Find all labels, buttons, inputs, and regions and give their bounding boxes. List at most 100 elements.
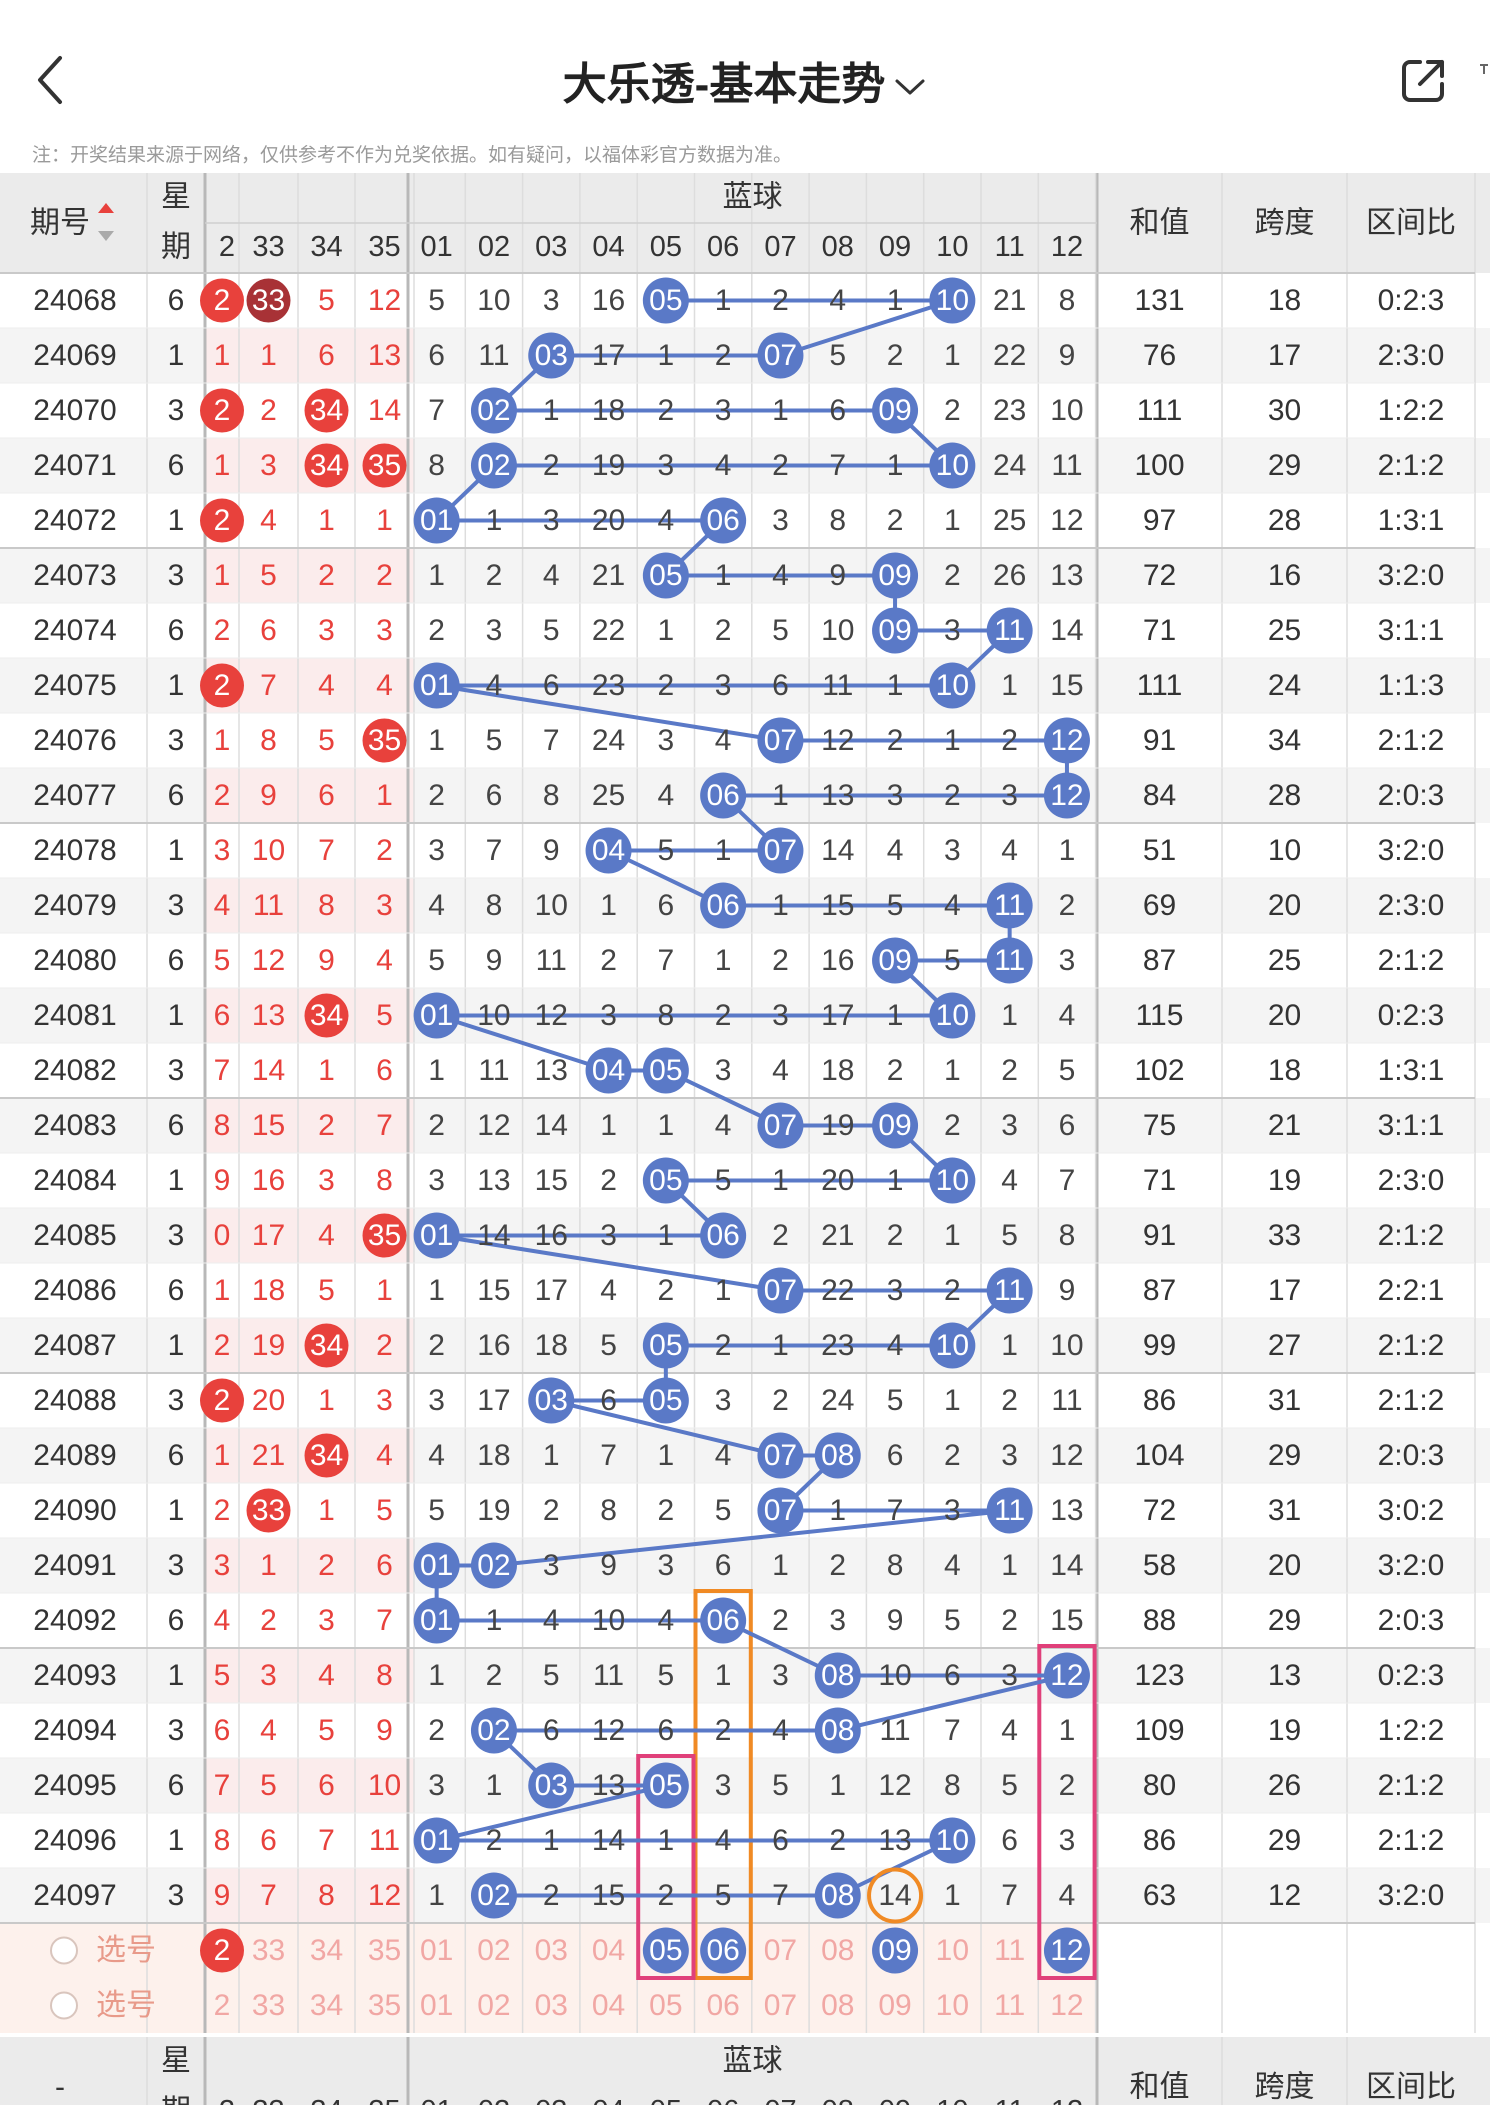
ratio-cell: 2:3:0 [1378, 1164, 1445, 1197]
select-blue-option[interactable]: 06 [706, 1989, 739, 2022]
select-blue-option[interactable]: 08 [821, 1934, 854, 1967]
blue-miss-cell: 2 [829, 1549, 846, 1582]
blue-miss-cell: 1 [944, 1879, 961, 1912]
select-blue-ball-number: 06 [706, 1934, 739, 1967]
select-blue-option[interactable]: 01 [420, 1989, 453, 2022]
select-blue-option[interactable]: 11 [994, 1934, 1025, 1967]
select-front-option[interactable]: 34 [310, 1989, 343, 2022]
select-front-option[interactable]: 33 [252, 1934, 285, 1967]
red-ball [362, 718, 407, 763]
ratio-cell: 3:0:2 [1378, 1494, 1445, 1527]
select-front-option[interactable]: 35 [368, 1989, 401, 2022]
blue-miss-cell: 2 [543, 1494, 560, 1527]
span-cell: 25 [1268, 944, 1301, 977]
select-blue-option[interactable]: 02 [477, 1989, 510, 2022]
blue-miss-cell: 1 [486, 504, 503, 537]
select-blue-ball[interactable] [700, 1927, 747, 1974]
select-blue-ball-number: 09 [878, 1934, 911, 1967]
front-miss-cell: 1 [214, 1439, 231, 1472]
select-blue-option[interactable]: 11 [994, 1989, 1025, 2022]
select-blue-option[interactable]: 05 [649, 1989, 682, 2022]
blue-miss-cell: 5 [1001, 1769, 1018, 1802]
weekday-cell: 6 [168, 1274, 185, 1307]
front-miss-cell: 5 [376, 1494, 393, 1527]
period-cell: 24087 [33, 1329, 116, 1362]
select-front-option[interactable]: 2 [214, 1989, 231, 2022]
select-blue-option[interactable]: 12 [1050, 1989, 1083, 2022]
front-miss-cell: 17 [252, 1219, 285, 1252]
blue-miss-cell: 3 [600, 1219, 617, 1252]
ratio-cell: 3:1:1 [1378, 614, 1445, 647]
sort-down-icon[interactable] [98, 231, 114, 241]
blue-miss-cell: 2 [428, 1109, 445, 1142]
front-miss-cell: 10 [252, 834, 285, 867]
ratio-cell: 0:2:3 [1378, 284, 1445, 317]
select-blue-option[interactable]: 02 [477, 1934, 510, 1967]
blue-ball [814, 1872, 861, 1919]
blue-miss-cell: 4 [1001, 1164, 1018, 1197]
sum-cell: 99 [1143, 1329, 1176, 1362]
period-cell: 24096 [33, 1824, 116, 1857]
header-blue-group: 蓝球 [723, 181, 783, 214]
blue-miss-cell: 1 [658, 339, 675, 372]
red-ball-number: 34 [310, 999, 343, 1032]
sum-cell: 75 [1143, 1109, 1176, 1142]
select-front-option[interactable]: 35 [368, 1934, 401, 1967]
select-blue-option[interactable]: 09 [878, 1989, 911, 2022]
blue-miss-cell: 8 [887, 1549, 904, 1582]
select-blue-ball[interactable] [1043, 1927, 1090, 1974]
blue-miss-cell: 1 [829, 1494, 846, 1527]
blue-miss-cell: 3 [944, 1494, 961, 1527]
ratio-cell: 1:1:3 [1378, 669, 1445, 702]
blue-ball-number: 10 [936, 1164, 969, 1197]
select-blue-option[interactable]: 07 [764, 1989, 797, 2022]
period-cell: 24075 [33, 669, 116, 702]
select-radio[interactable] [50, 1936, 78, 1965]
span-cell: 31 [1268, 1384, 1301, 1417]
back-chevron-left-icon[interactable] [30, 50, 74, 110]
blue-miss-cell: 2 [428, 614, 445, 647]
blue-ball [757, 1432, 804, 1479]
select-blue-option[interactable]: 10 [936, 1934, 969, 1967]
front-row-background [205, 548, 414, 603]
blue-miss-cell: 3 [658, 724, 675, 757]
front-miss-cell: 6 [376, 1054, 393, 1087]
select-blue-option[interactable]: 08 [821, 1989, 854, 2022]
footer-blue-col: 01 [421, 2095, 453, 2105]
blue-ball [413, 1212, 460, 1259]
blue-miss-cell: 3 [829, 1604, 846, 1637]
blue-miss-cell: 6 [658, 1714, 675, 1747]
select-front-option[interactable]: 34 [310, 1934, 343, 1967]
blue-miss-cell: 2 [715, 1329, 732, 1362]
select-blue-option[interactable]: 03 [535, 1934, 568, 1967]
front-miss-cell: 7 [318, 1824, 335, 1857]
share-external-icon[interactable] [1398, 54, 1450, 106]
blue-miss-cell: 14 [1050, 614, 1083, 647]
blue-miss-cell: 4 [715, 724, 732, 757]
front-miss-cell: 13 [368, 339, 401, 372]
select-blue-ball[interactable] [642, 1927, 689, 1974]
select-blue-ball[interactable] [872, 1927, 919, 1974]
select-front-option[interactable]: 33 [252, 1989, 285, 2022]
select-blue-option[interactable]: 03 [535, 1989, 568, 2022]
title-dropdown[interactable]: 大乐透-基本走势 [0, 48, 1490, 112]
period-cell: 24089 [33, 1439, 116, 1472]
ratio-cell: 0:2:3 [1378, 1659, 1445, 1692]
blue-miss-cell: 2 [600, 944, 617, 977]
blue-miss-cell: 5 [543, 614, 560, 647]
select-blue-option[interactable]: 04 [592, 1989, 625, 2022]
blue-ball [929, 442, 976, 489]
select-red-ball[interactable] [200, 1928, 244, 1973]
select-blue-option[interactable]: 01 [420, 1934, 453, 1967]
blue-ball-number: 05 [649, 1164, 682, 1197]
blue-miss-cell: 14 [821, 834, 854, 867]
select-blue-option[interactable]: 10 [936, 1989, 969, 2022]
blue-miss-cell: 18 [821, 1054, 854, 1087]
blue-miss-cell: 22 [592, 614, 625, 647]
sort-up-icon[interactable] [98, 203, 114, 213]
period-cell: 24095 [33, 1769, 116, 1802]
select-blue-option[interactable]: 04 [592, 1934, 625, 1967]
select-blue-option[interactable]: 07 [764, 1934, 797, 1967]
select-radio[interactable] [50, 1991, 78, 2020]
weekday-cell: 6 [168, 614, 185, 647]
